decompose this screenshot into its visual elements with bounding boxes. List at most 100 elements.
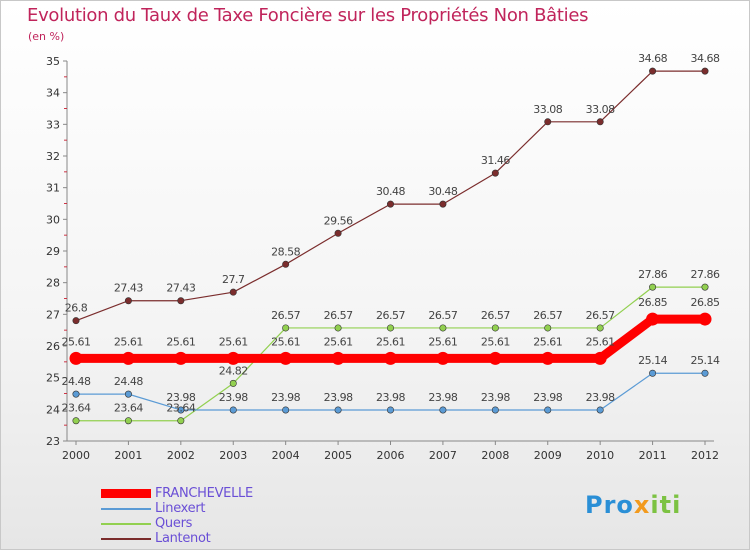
point-franchevelle bbox=[541, 351, 555, 365]
y-tick-label: 32 bbox=[46, 150, 60, 163]
x-tick-label: 2008 bbox=[481, 449, 509, 462]
legend-swatch-franchevelle bbox=[101, 489, 151, 498]
data-label-quers: 26.57 bbox=[481, 309, 510, 322]
point-linexert bbox=[229, 406, 237, 414]
data-label-lantenot: 30.48 bbox=[428, 185, 457, 198]
point-lantenot bbox=[177, 297, 185, 305]
data-label-linexert: 25.14 bbox=[638, 354, 667, 367]
y-tick-label: 31 bbox=[46, 182, 60, 195]
point-linexert bbox=[282, 406, 290, 414]
y-tick-label: 26 bbox=[46, 340, 60, 353]
data-label-franchevelle: 25.61 bbox=[324, 335, 353, 348]
data-label-linexert: 23.98 bbox=[376, 391, 405, 404]
y-tick-label: 35 bbox=[46, 55, 60, 68]
point-lantenot bbox=[334, 229, 342, 237]
point-franchevelle bbox=[226, 351, 240, 365]
data-label-linexert: 23.98 bbox=[481, 391, 510, 404]
point-quers bbox=[596, 324, 604, 332]
data-label-lantenot: 31.46 bbox=[481, 154, 510, 167]
data-label-franchevelle: 25.61 bbox=[166, 335, 195, 348]
data-label-franchevelle: 25.61 bbox=[533, 335, 562, 348]
legend-label-quers: Quers bbox=[155, 516, 193, 531]
y-axis-unit-label: (en %) bbox=[28, 30, 65, 43]
data-label-franchevelle: 25.61 bbox=[428, 335, 457, 348]
data-label-franchevelle: 26.85 bbox=[638, 296, 667, 309]
data-label-quers: 23.64 bbox=[62, 402, 91, 415]
point-lantenot bbox=[649, 67, 657, 75]
data-label-franchevelle: 25.61 bbox=[114, 335, 143, 348]
point-linexert bbox=[124, 390, 132, 398]
y-tick-label: 34 bbox=[46, 87, 60, 100]
data-label-lantenot: 28.58 bbox=[271, 245, 300, 258]
point-quers bbox=[491, 324, 499, 332]
data-label-linexert: 23.98 bbox=[271, 391, 300, 404]
point-linexert bbox=[491, 406, 499, 414]
data-label-franchevelle: 25.61 bbox=[62, 335, 91, 348]
x-tick-label: 2002 bbox=[167, 449, 195, 462]
point-lantenot bbox=[491, 169, 499, 177]
legend-label-franchevelle: FRANCHEVELLE bbox=[155, 486, 253, 501]
proxiti-logo: Proxiti bbox=[585, 491, 682, 519]
point-lantenot bbox=[439, 200, 447, 208]
data-label-quers: 27.86 bbox=[691, 268, 720, 281]
point-franchevelle bbox=[384, 351, 397, 365]
data-label-quers: 23.64 bbox=[166, 402, 195, 415]
point-quers bbox=[229, 379, 237, 387]
data-label-quers: 23.64 bbox=[114, 402, 143, 415]
data-label-franchevelle: 25.61 bbox=[376, 335, 405, 348]
data-label-lantenot: 34.68 bbox=[691, 52, 720, 65]
y-tick-label: 30 bbox=[46, 213, 60, 226]
data-label-lantenot: 26.8 bbox=[65, 302, 88, 315]
data-label-linexert: 24.48 bbox=[62, 375, 91, 388]
data-label-lantenot: 33.08 bbox=[533, 103, 562, 116]
point-linexert bbox=[334, 406, 342, 414]
point-lantenot bbox=[386, 200, 394, 208]
data-label-quers: 26.57 bbox=[428, 309, 457, 322]
point-quers bbox=[334, 324, 342, 332]
data-label-quers: 26.57 bbox=[271, 309, 300, 322]
x-tick-label: 2007 bbox=[429, 449, 457, 462]
data-label-quers: 27.86 bbox=[638, 268, 667, 281]
point-quers bbox=[544, 324, 552, 332]
y-tick-label: 28 bbox=[46, 277, 60, 290]
data-label-linexert: 23.98 bbox=[533, 391, 562, 404]
x-tick-label: 2004 bbox=[272, 449, 300, 462]
data-label-quers: 26.57 bbox=[376, 309, 405, 322]
data-label-lantenot: 27.43 bbox=[166, 282, 195, 295]
x-tick-label: 2006 bbox=[377, 449, 405, 462]
data-label-franchevelle: 25.61 bbox=[586, 335, 615, 348]
point-quers bbox=[439, 324, 447, 332]
data-label-linexert: 23.98 bbox=[166, 391, 195, 404]
point-quers bbox=[649, 283, 657, 291]
point-linexert bbox=[596, 406, 604, 414]
x-tick-label: 2009 bbox=[534, 449, 562, 462]
x-tick-label: 2001 bbox=[114, 449, 142, 462]
point-franchevelle bbox=[593, 351, 607, 365]
point-linexert bbox=[701, 369, 709, 377]
legend-label-linexert: Linexert bbox=[155, 501, 206, 516]
data-label-franchevelle: 26.85 bbox=[691, 296, 720, 309]
y-tick-label: 23 bbox=[46, 435, 60, 448]
point-linexert bbox=[177, 406, 185, 414]
data-label-lantenot: 33.08 bbox=[586, 103, 615, 116]
data-label-linexert: 24.48 bbox=[114, 375, 143, 388]
data-label-franchevelle: 25.61 bbox=[481, 335, 510, 348]
data-label-linexert: 23.98 bbox=[428, 391, 457, 404]
y-tick-label: 25 bbox=[46, 372, 60, 385]
point-lantenot bbox=[72, 317, 80, 325]
point-linexert bbox=[649, 369, 657, 377]
data-label-quers: 24.82 bbox=[219, 364, 248, 377]
data-label-linexert: 25.14 bbox=[691, 354, 720, 367]
point-linexert bbox=[72, 390, 80, 398]
x-tick-label: 2011 bbox=[639, 449, 667, 462]
point-lantenot bbox=[544, 118, 552, 126]
legend-swatch-lantenot bbox=[101, 538, 151, 540]
point-linexert bbox=[544, 406, 552, 414]
point-franchevelle bbox=[331, 351, 345, 365]
data-label-linexert: 23.98 bbox=[586, 391, 615, 404]
point-quers bbox=[177, 417, 185, 425]
y-tick-label: 27 bbox=[46, 308, 60, 321]
x-tick-label: 2012 bbox=[691, 449, 719, 462]
chart-title: Evolution du Taux de Taxe Foncière sur l… bbox=[27, 5, 589, 26]
